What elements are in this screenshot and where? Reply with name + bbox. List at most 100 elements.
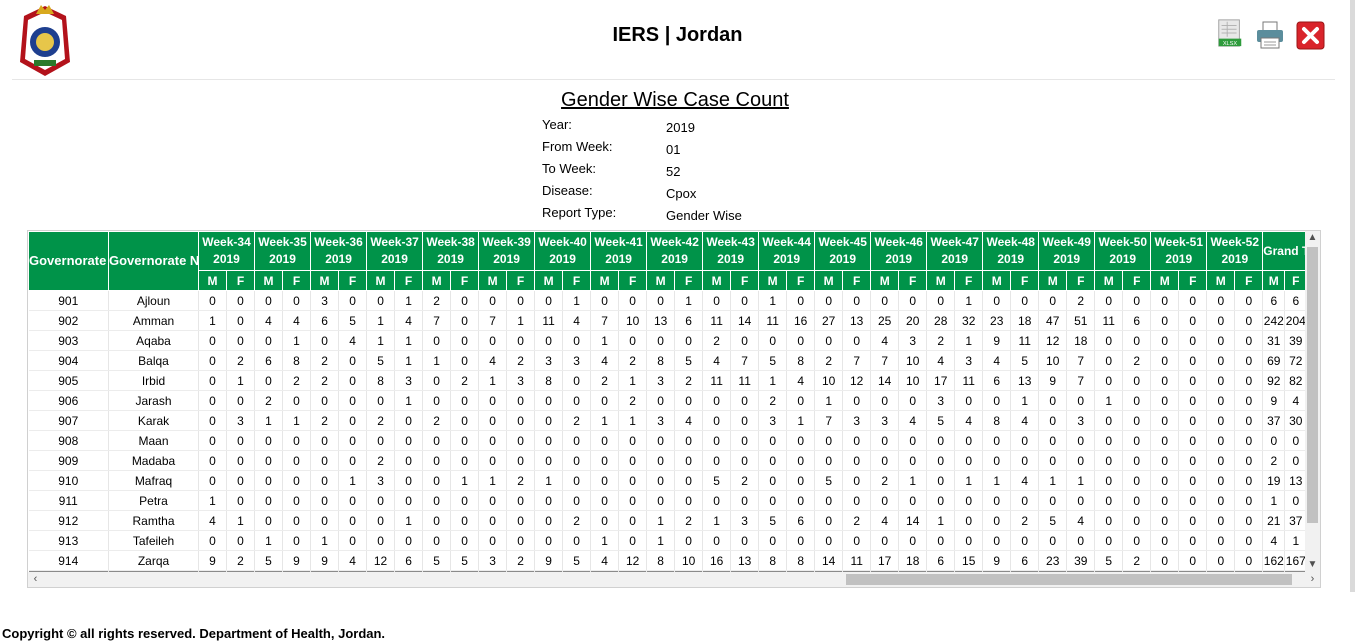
cell-count: 0	[1150, 430, 1180, 451]
cell-count: 0	[310, 430, 340, 451]
cell-count: 0	[254, 370, 284, 391]
horizontal-scrollbar[interactable]: ‹ ›	[28, 572, 1320, 587]
cell-count: 1	[954, 470, 984, 491]
cell-count: 0	[1178, 310, 1208, 331]
cell-count: 2	[310, 350, 340, 371]
report-title: Gender Wise Case Count	[561, 89, 789, 111]
close-icon[interactable]	[1296, 21, 1325, 50]
page-scrollbar[interactable]	[1350, 0, 1355, 592]
cell-count: 0	[1094, 430, 1124, 451]
cell-count: 1	[1010, 390, 1040, 411]
cell-count: 0	[422, 470, 452, 491]
cell-count: 0	[926, 530, 956, 551]
cell-count: 0	[786, 330, 816, 351]
cell-count: 0	[226, 490, 256, 511]
cell-count: 0	[954, 510, 984, 531]
cell-count: 0	[1122, 470, 1152, 491]
cell-count: 0	[1066, 490, 1096, 511]
cell-count: 5	[450, 550, 480, 571]
cell-count: 12	[618, 550, 648, 571]
cell-count: 0	[1206, 450, 1236, 471]
cell-count: 7	[1066, 350, 1096, 371]
cell-count: 0	[898, 490, 928, 511]
cell-count: 16	[702, 550, 732, 571]
cell-governorate-name: Amman	[108, 310, 199, 331]
cell-governorate-name: Ajloun	[108, 290, 199, 311]
cell-count: 5	[254, 550, 284, 571]
header-week-year: 2019	[1053, 252, 1081, 266]
cell-count: 3	[478, 550, 508, 571]
cell-count: 0	[254, 430, 284, 451]
cell-count: 0	[394, 530, 424, 551]
table-row: 904 Balqa 0 2 6 8 2 0 5 1 1 0 4 2 3 3 4 2 8 5 4 7 5 8 2 7 7 10 4 3 4 5 1…	[28, 350, 1308, 371]
vertical-scroll-thumb[interactable]	[1307, 247, 1318, 523]
cell-count: 0	[1150, 310, 1180, 331]
cell-count: 0	[506, 490, 536, 511]
cell-count: 1	[394, 510, 424, 531]
cell-count: 0	[394, 450, 424, 471]
cell-total-female: 0	[1284, 430, 1308, 451]
cell-count: 3	[562, 350, 592, 371]
cell-count: 1	[590, 330, 620, 351]
cell-count: 6	[394, 550, 424, 571]
cell-governorate-name: Karak	[108, 410, 199, 431]
scroll-up-arrow-icon[interactable]: ▲	[1307, 232, 1318, 243]
cell-count: 1	[814, 390, 844, 411]
cell-count: 3	[898, 330, 928, 351]
cell-count: 0	[562, 490, 592, 511]
cell-count: 0	[954, 390, 984, 411]
cell-count: 1	[282, 410, 312, 431]
report-param-row: To Week: 52	[542, 161, 802, 183]
cell-count: 0	[1234, 530, 1264, 551]
report-grid[interactable]: Governorate CodeGovernorate NameWeek-34 2…	[27, 230, 1321, 588]
cell-total-male: 31	[1262, 330, 1286, 351]
table-row: 902 Amman 1 0 4 4 6 5 1 4 7 0 7 1 11 4 7 10 13 6 11 14 11 16 27 1…	[28, 310, 1308, 331]
report-param-label: Year:	[542, 117, 572, 132]
xlsx-export-icon[interactable]: XLSX	[1215, 18, 1245, 48]
cell-count: 0	[1178, 470, 1208, 491]
cell-count: 0	[618, 510, 648, 531]
cell-count: 0	[646, 330, 676, 351]
scroll-left-arrow-icon[interactable]: ‹	[33, 573, 38, 585]
cell-total-female: 204	[1284, 310, 1308, 331]
cell-count: 0	[506, 410, 536, 431]
horizontal-scroll-thumb[interactable]	[846, 574, 1292, 585]
cell-count: 0	[534, 330, 564, 351]
cell-count: 0	[310, 390, 340, 411]
header-female: F	[730, 270, 760, 291]
scroll-right-arrow-icon[interactable]: ›	[1310, 573, 1315, 585]
cell-count: 0	[450, 430, 480, 451]
cell-count: 0	[338, 450, 368, 471]
cell-count: 0	[254, 470, 284, 491]
cell-count: 1	[618, 370, 648, 391]
cell-count: 2	[1122, 350, 1152, 371]
cell-count: 0	[534, 390, 564, 411]
cell-count: 0	[1178, 450, 1208, 471]
cell-count: 0	[786, 530, 816, 551]
cell-count: 1	[226, 510, 256, 531]
cell-count: 0	[618, 530, 648, 551]
cell-governorate-name: Irbid	[108, 370, 199, 391]
cell-count: 4	[674, 410, 704, 431]
printer-icon[interactable]	[1255, 20, 1285, 50]
cell-count: 0	[786, 390, 816, 411]
scroll-down-arrow-icon[interactable]: ▼	[1307, 559, 1318, 570]
cell-count: 0	[1010, 430, 1040, 451]
cell-count: 2	[366, 410, 396, 431]
cell-count: 0	[926, 430, 956, 451]
vertical-scrollbar[interactable]: ▲ ▼	[1305, 231, 1320, 572]
header-male: M	[422, 270, 452, 291]
cell-count: 0	[1206, 550, 1236, 571]
cell-count: 0	[1178, 430, 1208, 451]
cell-count: 15	[954, 550, 984, 571]
cell-count: 5	[758, 510, 788, 531]
cell-count: 0	[254, 330, 284, 351]
table-row: 906 Jarash 0 0 2 0 0 0 0 1 0 0 0 0 0 0 0 2 0 0 0 0 2 0 1 0 0 0 3 0 0 1 0…	[28, 390, 1308, 411]
cell-count: 0	[338, 490, 368, 511]
report-param-label: From Week:	[542, 139, 613, 154]
cell-count: 0	[1010, 490, 1040, 511]
cell-count: 2	[730, 470, 760, 491]
cell-governorate-name: Zarqa	[108, 550, 199, 571]
cell-count: 0	[254, 450, 284, 471]
cell-count: 0	[562, 530, 592, 551]
